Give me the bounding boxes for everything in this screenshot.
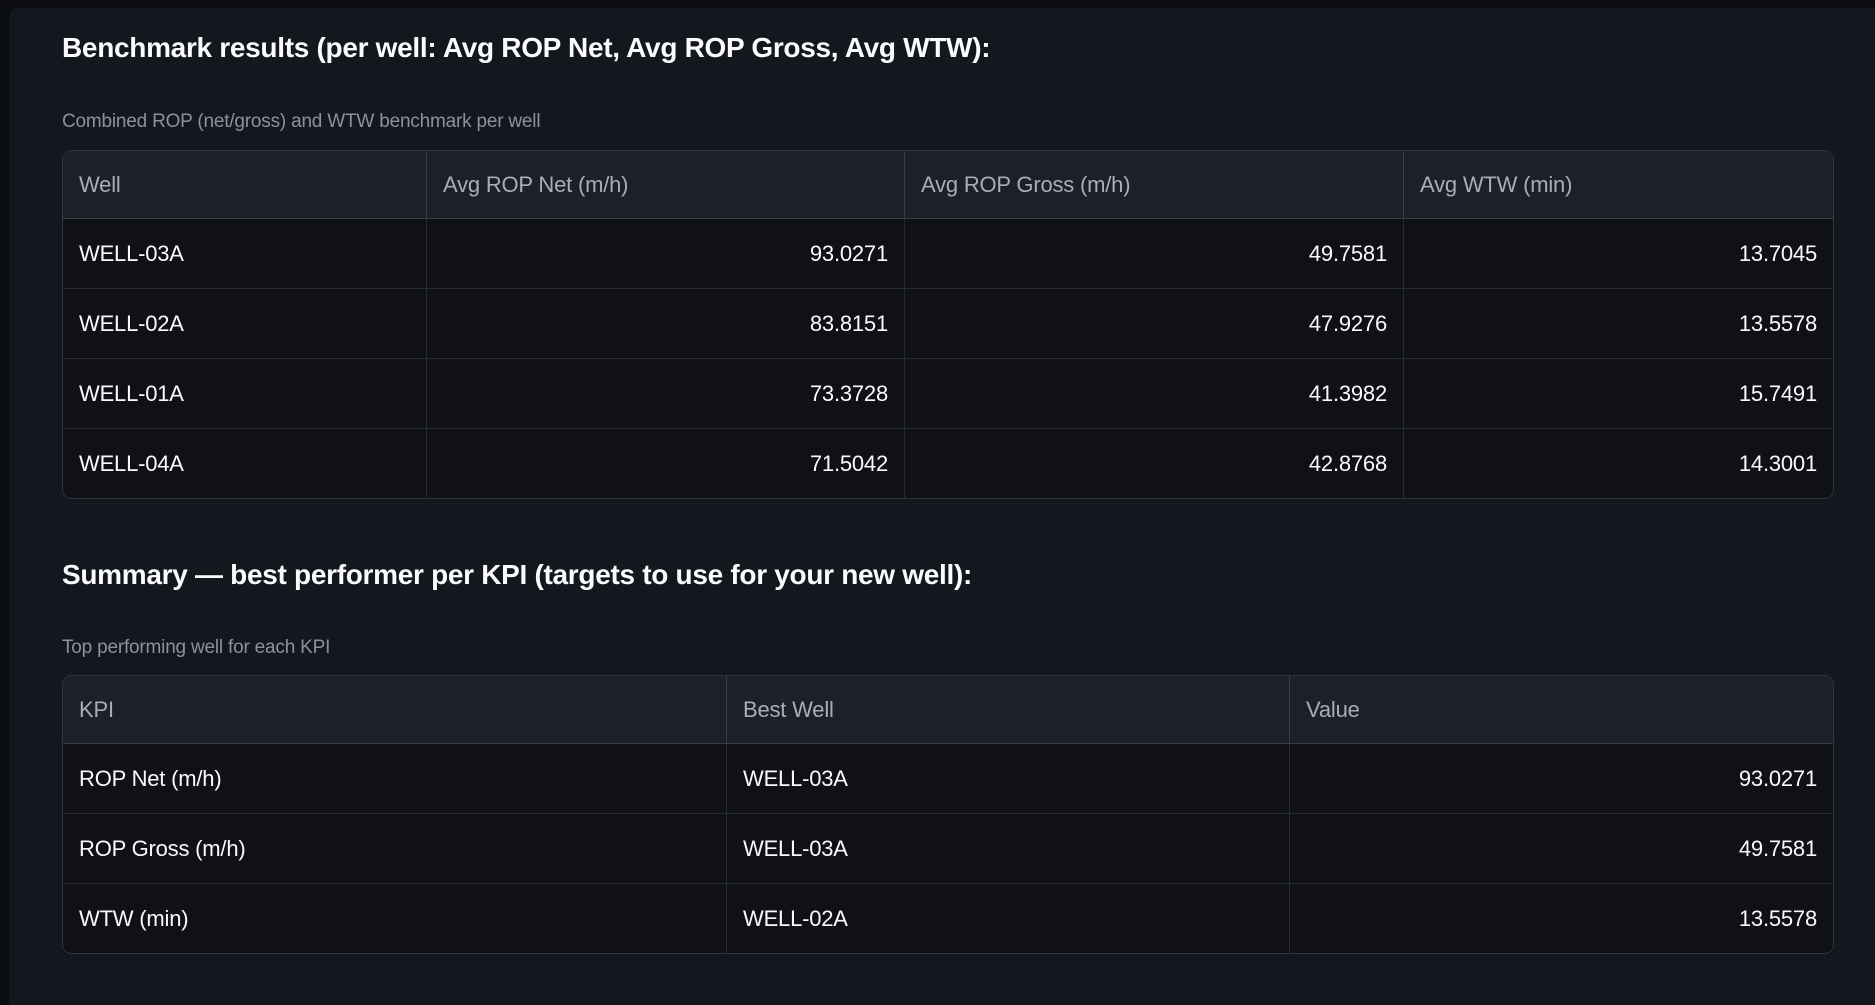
cell-best-well: WELL-03A (727, 744, 1290, 814)
cell-rop-gross: 41.3982 (905, 359, 1404, 429)
summary-header-row: KPI Best Well Value (63, 676, 1833, 744)
column-header-value[interactable]: Value (1290, 676, 1833, 744)
table-row: WTW (min) WELL-02A 13.5578 (63, 884, 1833, 953)
benchmark-section-title: Benchmark results (per well: Avg ROP Net… (62, 32, 991, 63)
cell-wtw: 14.3001 (1404, 429, 1833, 498)
cell-rop-net: 71.5042 (427, 429, 905, 498)
column-header-kpi[interactable]: KPI (63, 676, 727, 744)
cell-wtw: 13.7045 (1404, 219, 1833, 289)
cell-best-well: WELL-03A (727, 814, 1290, 884)
cell-wtw: 13.5578 (1404, 289, 1833, 359)
table-row: ROP Gross (m/h) WELL-03A 49.7581 (63, 814, 1833, 884)
column-header-rop-gross[interactable]: Avg ROP Gross (m/h) (905, 151, 1404, 219)
cell-kpi: WTW (min) (63, 884, 727, 953)
summary-table: KPI Best Well Value ROP Net (m/h) WELL-0… (62, 675, 1834, 954)
cell-rop-net: 93.0271 (427, 219, 905, 289)
cell-best-well: WELL-02A (727, 884, 1290, 953)
table-row: WELL-04A 71.5042 42.8768 14.3001 (63, 429, 1833, 498)
cell-kpi: ROP Gross (m/h) (63, 814, 727, 884)
cell-rop-gross: 42.8768 (905, 429, 1404, 498)
cell-well: WELL-03A (63, 219, 427, 289)
cell-rop-net: 83.8151 (427, 289, 905, 359)
cell-well: WELL-01A (63, 359, 427, 429)
table-row: WELL-01A 73.3728 41.3982 15.7491 (63, 359, 1833, 429)
cell-well: WELL-04A (63, 429, 427, 498)
column-header-wtw[interactable]: Avg WTW (min) (1404, 151, 1833, 219)
column-header-rop-net[interactable]: Avg ROP Net (m/h) (427, 151, 905, 219)
benchmark-header-row: Well Avg ROP Net (m/h) Avg ROP Gross (m/… (63, 151, 1833, 219)
table-row: WELL-02A 83.8151 47.9276 13.5578 (63, 289, 1833, 359)
content-panel: Benchmark results (per well: Avg ROP Net… (9, 8, 1875, 1005)
cell-value: 49.7581 (1290, 814, 1833, 884)
column-header-best-well[interactable]: Best Well (727, 676, 1290, 744)
benchmark-table: Well Avg ROP Net (m/h) Avg ROP Gross (m/… (62, 150, 1834, 499)
column-header-well[interactable]: Well (63, 151, 427, 219)
summary-section-title: Summary — best performer per KPI (target… (62, 559, 973, 590)
cell-well: WELL-02A (63, 289, 427, 359)
summary-table-caption: Top performing well for each KPI (62, 637, 331, 658)
benchmark-table-caption: Combined ROP (net/gross) and WTW benchma… (62, 111, 541, 132)
cell-rop-gross: 49.7581 (905, 219, 1404, 289)
cell-rop-gross: 47.9276 (905, 289, 1404, 359)
cell-kpi: ROP Net (m/h) (63, 744, 727, 814)
cell-wtw: 15.7491 (1404, 359, 1833, 429)
cell-value: 13.5578 (1290, 884, 1833, 953)
cell-rop-net: 73.3728 (427, 359, 905, 429)
cell-value: 93.0271 (1290, 744, 1833, 814)
table-row: WELL-03A 93.0271 49.7581 13.7045 (63, 219, 1833, 289)
table-row: ROP Net (m/h) WELL-03A 93.0271 (63, 744, 1833, 814)
